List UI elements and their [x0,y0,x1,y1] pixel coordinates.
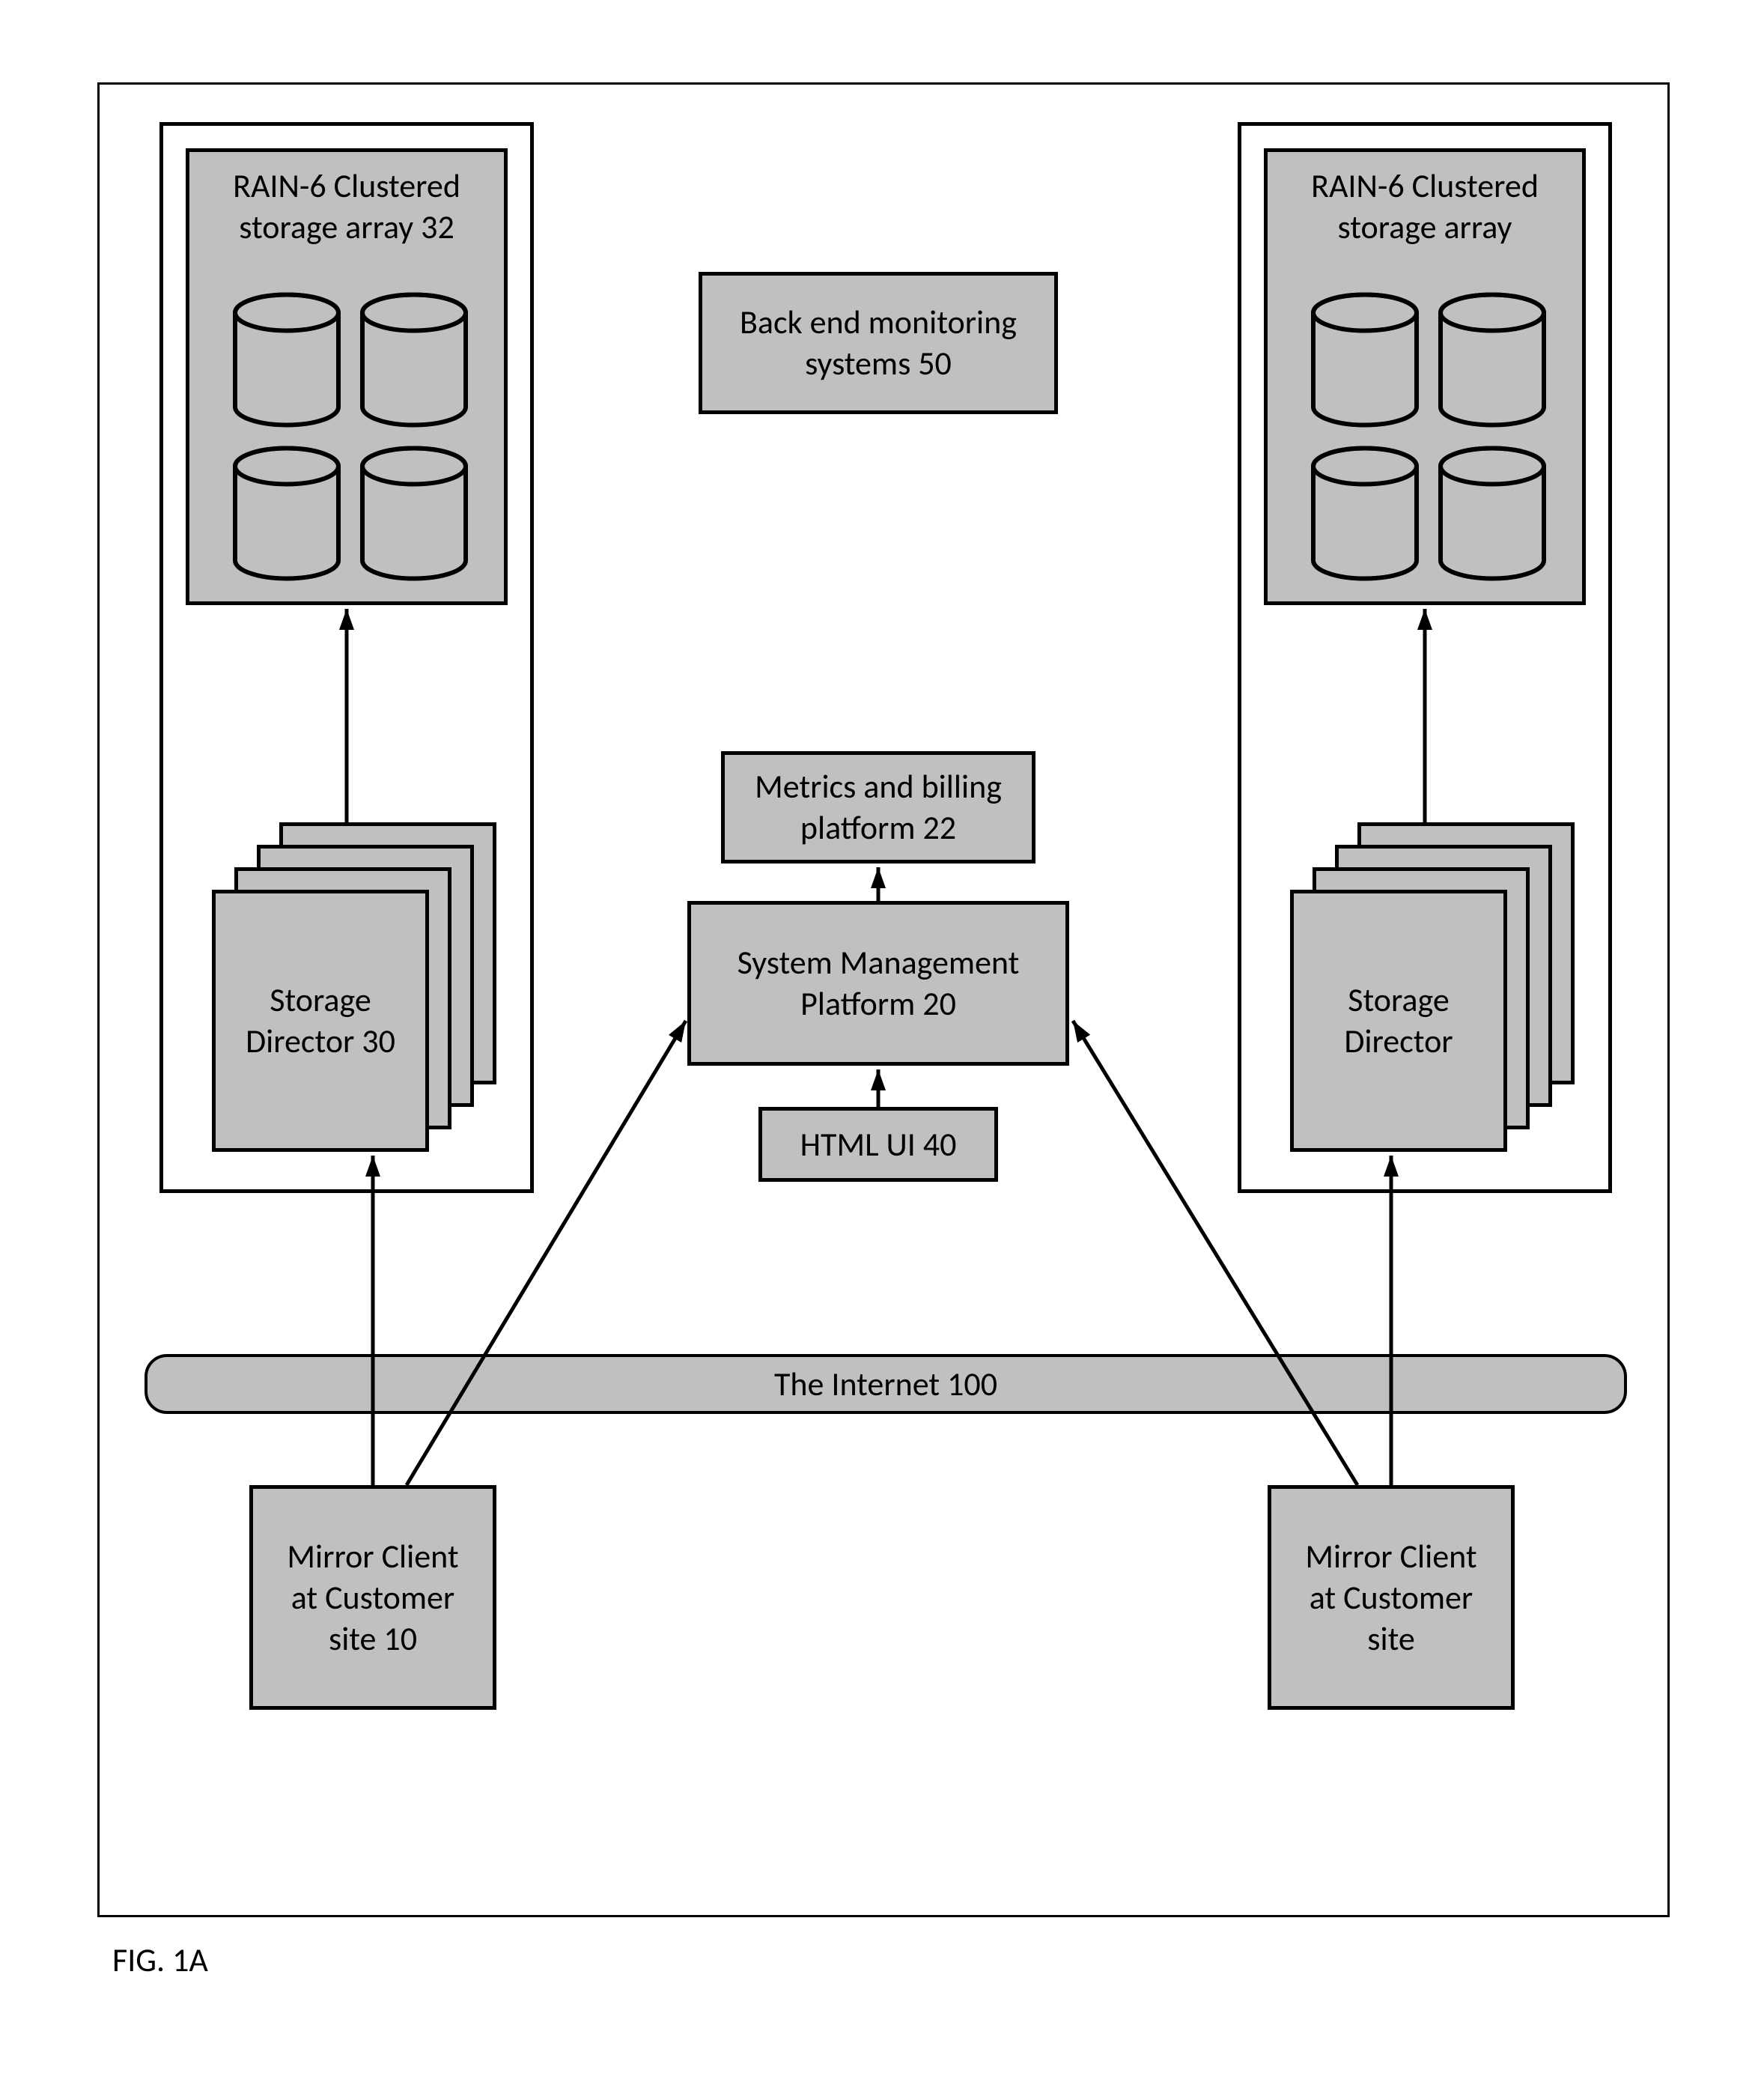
rain-right-label: RAIN-6 Clustered storage array [1311,166,1539,248]
html-ui-box: HTML UI 40 [758,1107,998,1182]
storage-director-left-label: Storage Director 30 [246,980,395,1062]
page: RAIN-6 Clustered storage array 32 RAIN-6… [0,0,1764,2073]
cylinder-icon [358,291,470,429]
cylinder-icon [231,444,343,583]
mirror-client-right: Mirror Client at Customer site [1268,1485,1515,1710]
smp-label: System Management Platform 20 [737,942,1020,1025]
html-ui-label: HTML UI 40 [800,1124,957,1165]
rain-left-label: RAIN-6 Clustered storage array 32 [233,166,460,248]
cylinder-icon [1436,444,1548,583]
internet-label: The Internet 100 [774,1364,997,1404]
figure-label: FIG. 1A [112,1940,208,1980]
backend-label: Back end monitoring systems 50 [740,302,1017,384]
storage-director-right-label: Storage Director [1344,980,1453,1062]
stack-card-front: Storage Director 30 [212,890,429,1152]
cylinder-group-right [1309,291,1548,583]
storage-director-stack-right: Storage Director [1290,822,1575,1152]
internet-bar: The Internet 100 [145,1354,1627,1414]
diagram-frame: RAIN-6 Clustered storage array 32 RAIN-6… [97,82,1670,1917]
cylinder-icon [358,444,470,583]
mirror-right-label: Mirror Client at Customer site [1305,1536,1476,1660]
rain-box-left: RAIN-6 Clustered storage array 32 [186,148,508,605]
mirror-left-label: Mirror Client at Customer site 10 [287,1536,458,1660]
cylinder-icon [231,291,343,429]
cylinder-group-left [231,291,470,583]
stack-card-front: Storage Director [1290,890,1507,1152]
backend-box: Back end monitoring systems 50 [699,272,1058,414]
metrics-box: Metrics and billing platform 22 [721,751,1035,864]
rain-box-right: RAIN-6 Clustered storage array [1264,148,1586,605]
smp-box: System Management Platform 20 [687,901,1069,1066]
cylinder-icon [1309,444,1421,583]
storage-director-stack-left: Storage Director 30 [212,822,496,1152]
cylinder-icon [1309,291,1421,429]
cylinder-icon [1436,291,1548,429]
mirror-client-left: Mirror Client at Customer site 10 [249,1485,496,1710]
metrics-label: Metrics and billing platform 22 [755,766,1002,849]
